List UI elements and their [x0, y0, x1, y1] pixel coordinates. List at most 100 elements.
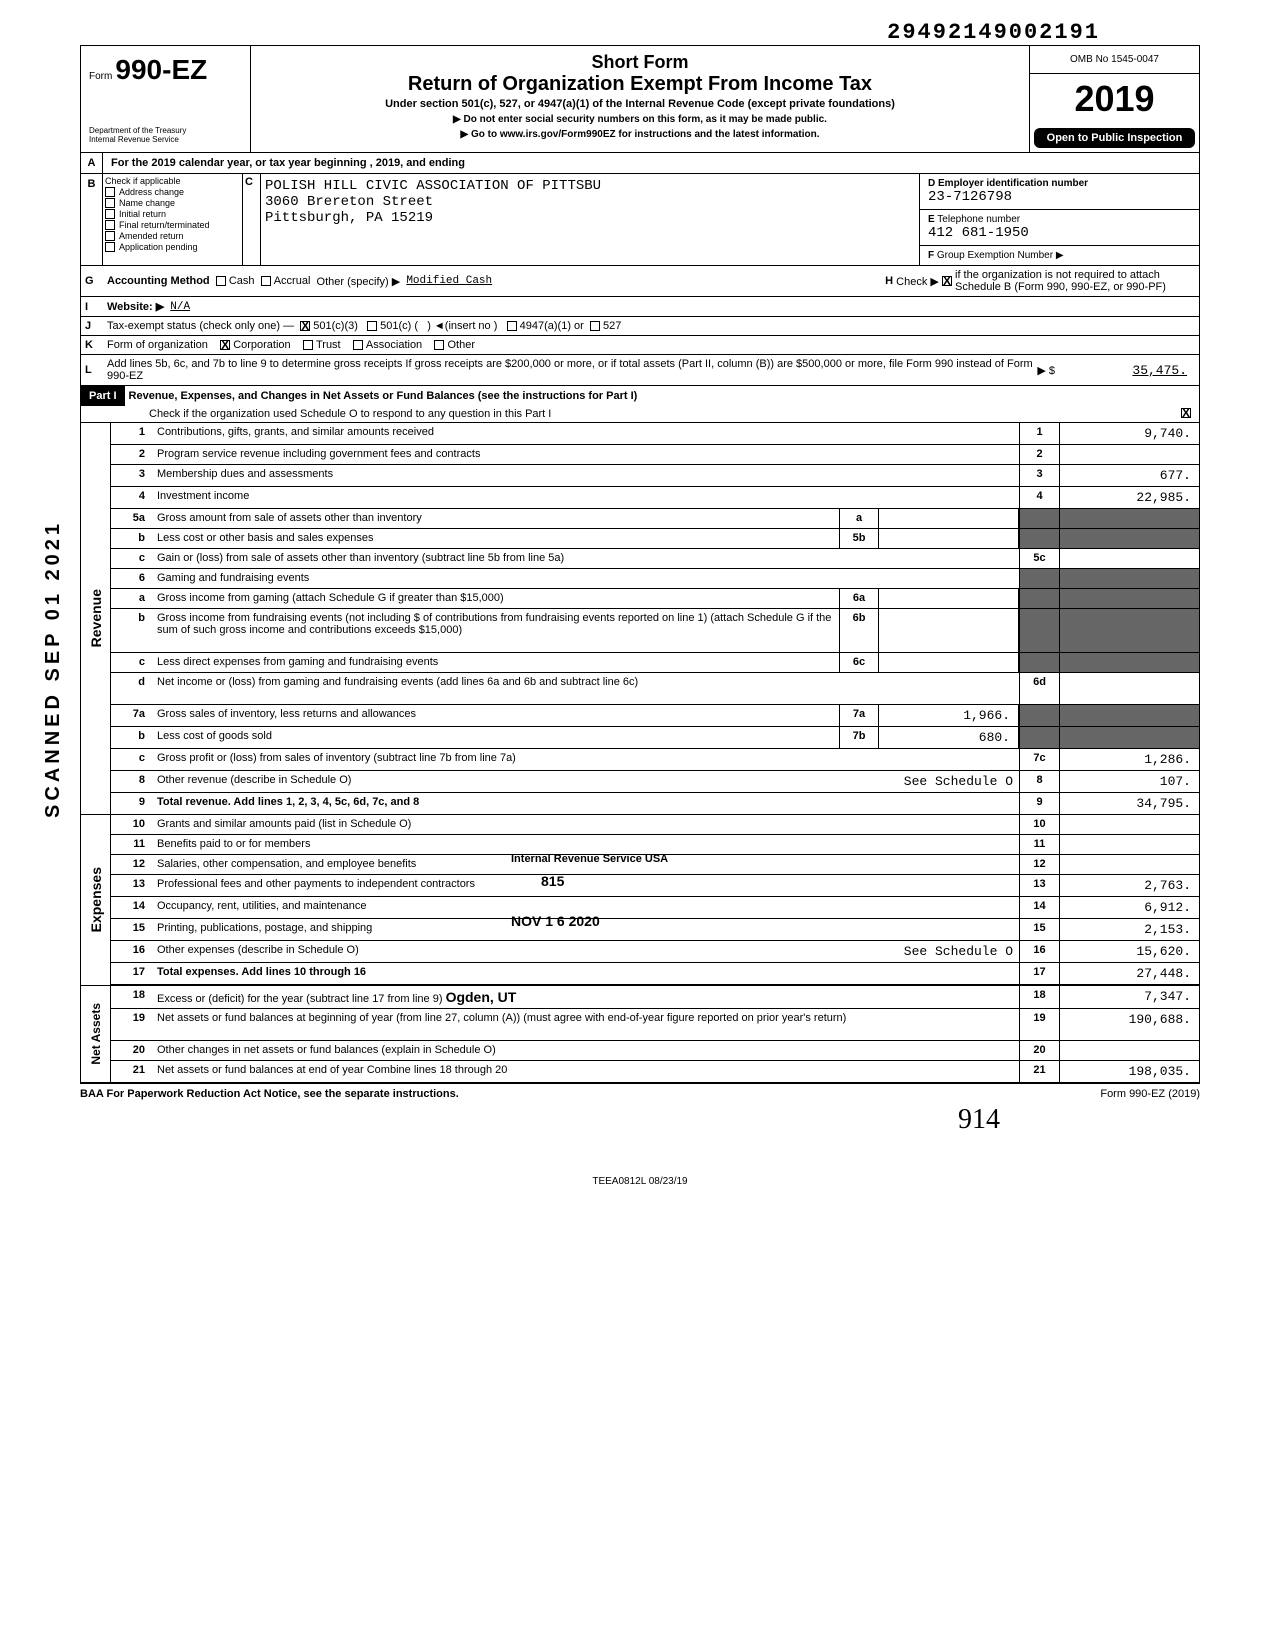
- line-6c-val-shaded: [1059, 653, 1199, 672]
- line-6d-num: d: [111, 673, 151, 704]
- line-1-box: 1: [1019, 423, 1059, 444]
- amended-return-checkbox[interactable]: [105, 231, 115, 241]
- line-16-val: 15,620.: [1059, 941, 1199, 962]
- line-3-val: 677.: [1059, 465, 1199, 486]
- line-16-num: 16: [111, 941, 151, 962]
- line-2-val: [1059, 445, 1199, 464]
- 527-label: 527: [603, 320, 621, 332]
- line-12-num: 12: [111, 855, 151, 874]
- 4947-checkbox[interactable]: [507, 321, 517, 331]
- line-5b-num: b: [111, 529, 151, 548]
- line-6b-shaded: [1019, 609, 1059, 652]
- other-org-label: Other: [447, 339, 475, 351]
- line-5a-val-shaded: [1059, 509, 1199, 528]
- cash-checkbox[interactable]: [216, 276, 226, 286]
- line-2-num: 2: [111, 445, 151, 464]
- line-7b-box: 7b: [839, 727, 879, 748]
- final-return-checkbox[interactable]: [105, 220, 115, 230]
- line-8-box: 8: [1019, 771, 1059, 792]
- association-label: Association: [366, 339, 422, 351]
- 501c-checkbox[interactable]: [367, 321, 377, 331]
- revenue-side-label: Revenue: [86, 581, 106, 655]
- schedule-o-checkbox[interactable]: [1181, 408, 1191, 418]
- ein-value: 23-7126798: [928, 189, 1012, 205]
- ssn-warning: ▶ Do not enter social security numbers o…: [261, 114, 1019, 125]
- line-13-desc: Professional fees and other payments to …: [151, 875, 1019, 896]
- line-8-desc: Other revenue (describe in Schedule O): [157, 774, 351, 789]
- gross-receipts-value: 35,475.: [1055, 360, 1195, 381]
- line-2-desc: Program service revenue including govern…: [151, 445, 1019, 464]
- line-6a-val-shaded: [1059, 589, 1199, 608]
- line-21-desc: Net assets or fund balances at end of ye…: [151, 1061, 1019, 1082]
- 527-checkbox[interactable]: [590, 321, 600, 331]
- line-5c-num: c: [111, 549, 151, 568]
- line-l-arrow: ▶ $: [1037, 364, 1055, 377]
- line-21-val: 198,035.: [1059, 1061, 1199, 1082]
- form-header: Form 990-EZ Department of the Treasury I…: [80, 45, 1200, 153]
- line-5a-shaded: [1019, 509, 1059, 528]
- initial-return-checkbox[interactable]: [105, 209, 115, 219]
- trust-label: Trust: [316, 339, 341, 351]
- line-6b-val-shaded: [1059, 609, 1199, 652]
- line-6c-subval: [879, 653, 1019, 672]
- line-7c-box: 7c: [1019, 749, 1059, 770]
- name-change-label: Name change: [119, 198, 175, 208]
- form-prefix: Form: [89, 71, 112, 82]
- corporation-checkbox[interactable]: [220, 340, 230, 350]
- tax-exempt-label: Tax-exempt status (check only one) —: [107, 320, 294, 332]
- line-5b-subval: [879, 529, 1019, 548]
- other-org-checkbox[interactable]: [434, 340, 444, 350]
- accrual-checkbox[interactable]: [261, 276, 271, 286]
- line-7b-shaded: [1019, 727, 1059, 748]
- address-change-checkbox[interactable]: [105, 187, 115, 197]
- line-5b-shaded: [1019, 529, 1059, 548]
- name-change-checkbox[interactable]: [105, 198, 115, 208]
- line-5b-desc: Less cost or other basis and sales expen…: [151, 529, 839, 548]
- letter-f: F: [928, 250, 934, 261]
- line-18-box: 18: [1019, 986, 1059, 1008]
- footer-code: TEEA0812L 08/23/19: [80, 1176, 1200, 1187]
- ein-label: Employer identification number: [938, 178, 1088, 189]
- line-3-desc: Membership dues and assessments: [151, 465, 1019, 486]
- line-6-desc: Gaming and fundraising events: [151, 569, 1019, 588]
- line-19-num: 19: [111, 1009, 151, 1040]
- line-19-desc: Net assets or fund balances at beginning…: [151, 1009, 1019, 1040]
- line-13-val: 2,763.: [1059, 875, 1199, 896]
- line-8-desc-wrap: Other revenue (describe in Schedule O)Se…: [151, 771, 1019, 792]
- schedule-b-checkbox[interactable]: [942, 276, 952, 286]
- line-9-num: 9: [111, 793, 151, 814]
- line-16-box: 16: [1019, 941, 1059, 962]
- line-9-desc: Total revenue. Add lines 1, 2, 3, 4, 5c,…: [151, 793, 1019, 814]
- document-number: 29492149002191: [80, 20, 1200, 45]
- line-7a-desc: Gross sales of inventory, less returns a…: [151, 705, 839, 726]
- line-10-desc: Grants and similar amounts paid (list in…: [151, 815, 1019, 834]
- line-10-box: 10: [1019, 815, 1059, 834]
- letter-d: D: [928, 178, 935, 189]
- line-6-val-shaded: [1059, 569, 1199, 588]
- 501c3-checkbox[interactable]: [300, 321, 310, 331]
- association-checkbox[interactable]: [353, 340, 363, 350]
- line-7a-box: 7a: [839, 705, 879, 726]
- phone-label: Telephone number: [937, 214, 1020, 225]
- line-6c-num: c: [111, 653, 151, 672]
- line-21-num: 21: [111, 1061, 151, 1082]
- line-9-val: 34,795.: [1059, 793, 1199, 814]
- line-9-box: 9: [1019, 793, 1059, 814]
- line-6a-shaded: [1019, 589, 1059, 608]
- line-16-note: See Schedule O: [904, 944, 1013, 959]
- line-7b-subval: 680.: [879, 727, 1019, 748]
- line-7a-shaded: [1019, 705, 1059, 726]
- form-of-org-label: Form of organization: [107, 339, 208, 351]
- line-18-val: 7,347.: [1059, 986, 1199, 1008]
- stamp-number: 815: [541, 873, 564, 889]
- line-6-num: 6: [111, 569, 151, 588]
- line-5a-box: a: [839, 509, 879, 528]
- short-form-label: Short Form: [261, 52, 1019, 73]
- line-7b-desc: Less cost of goods sold: [151, 727, 839, 748]
- line-1-num: 1: [111, 423, 151, 444]
- trust-checkbox[interactable]: [303, 340, 313, 350]
- line-17-val: 27,448.: [1059, 963, 1199, 984]
- line-7b-val-shaded: [1059, 727, 1199, 748]
- letter-e: E: [928, 214, 935, 225]
- application-pending-checkbox[interactable]: [105, 242, 115, 252]
